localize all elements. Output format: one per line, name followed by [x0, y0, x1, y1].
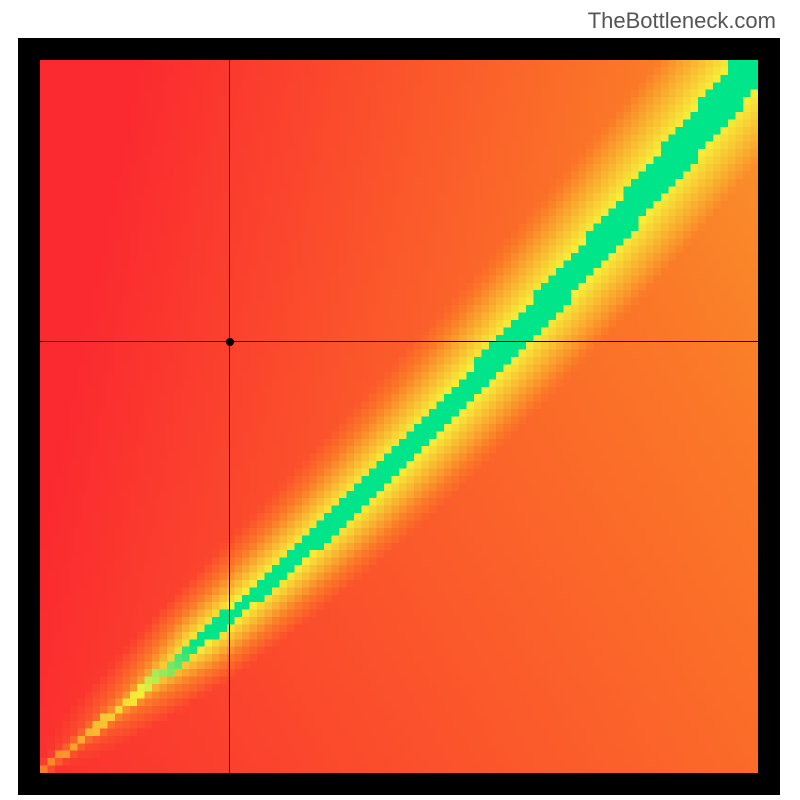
chart-container: TheBottleneck.com	[0, 0, 800, 800]
crosshair-vertical	[229, 60, 230, 773]
attribution-label: TheBottleneck.com	[588, 8, 776, 34]
crosshair-marker	[226, 338, 234, 346]
plot-inner	[40, 60, 758, 773]
heatmap-canvas	[40, 60, 758, 773]
crosshair-horizontal	[40, 341, 758, 342]
plot-frame	[18, 38, 780, 795]
